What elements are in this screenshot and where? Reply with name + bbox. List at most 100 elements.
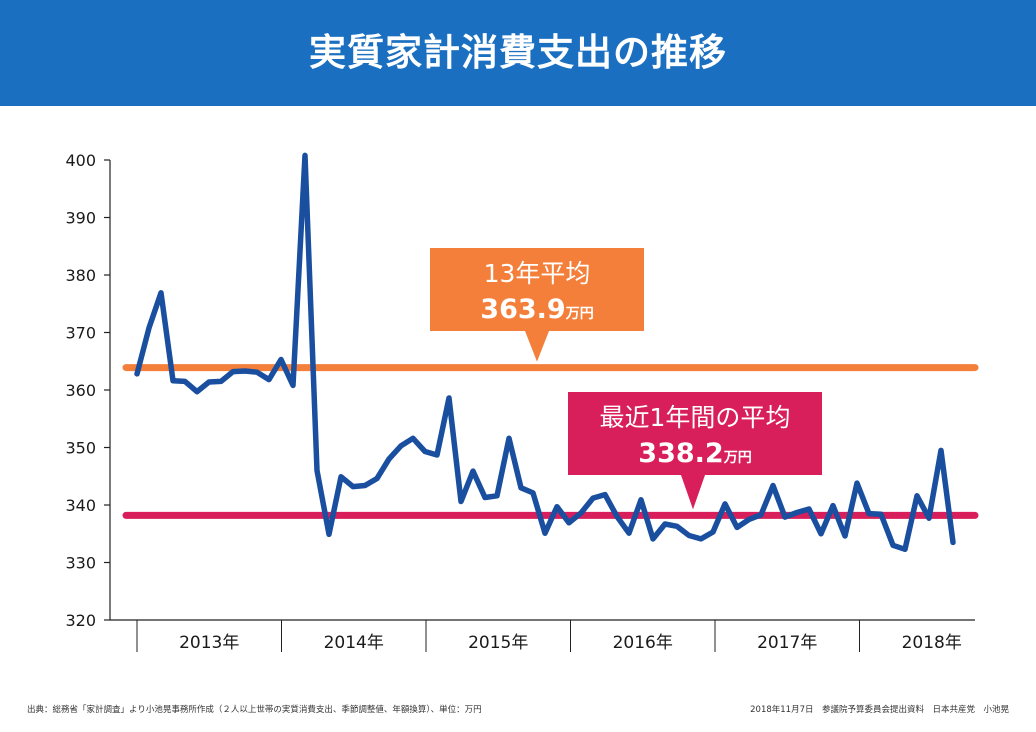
data-point [315,469,319,472]
data-point [915,494,919,498]
data-point [135,372,139,376]
average-lines [122,364,979,519]
data-point [351,485,355,489]
data-point [699,537,703,541]
data-point [843,534,847,538]
x-year-label: 2014年 [324,633,384,653]
callout-box [568,392,822,475]
data-point [855,481,859,485]
y-tick-label: 370 [65,324,96,343]
x-year-label: 2017年 [757,633,817,653]
data-point [399,444,403,448]
data-point [531,491,535,495]
source-note: 出典：総務省「家計調査」より小池晃事務所作成（２人以上世帯の実質消費支出、季節調… [27,705,482,715]
data-point [783,515,787,519]
data-point [435,453,439,457]
data-point [243,369,247,373]
y-tick-label: 400 [65,151,96,170]
page-title: 実質家計消費支出の推移 [309,31,727,74]
data-point [819,532,823,536]
data-point [579,511,583,515]
data-point [207,380,211,384]
callout-box [430,248,644,331]
data-point [423,450,427,454]
callout-label: 最近1年間の平均 [600,403,791,432]
data-point [891,543,895,547]
data-point [363,483,367,487]
callout-value-number: 338.2 [638,438,723,469]
data-point [831,504,835,508]
data-point [147,326,151,330]
x-year-label: 2018年 [902,633,962,653]
data-point [627,531,631,535]
y-tick-label: 320 [65,611,96,630]
callout-pointer [525,331,549,362]
data-point [231,370,235,374]
data-point [759,513,763,517]
series-line [134,152,956,553]
data-point [255,370,259,374]
callout-2013-average: 13年平均 363.9万円 [430,248,644,362]
y-tick-label: 390 [65,209,96,228]
presentation-note: 2018年11月7日 参議院予算委員会提出資料 日本共産党 小池晃 [750,705,1009,715]
data-point [615,515,619,518]
data-point [939,448,943,452]
data-point [711,530,715,534]
y-tick-label: 380 [65,266,96,285]
data-point [735,525,739,529]
y-tick-label: 340 [65,496,96,515]
data-point [279,358,283,362]
data-point [567,521,571,525]
x-year-label: 2016年 [613,633,673,653]
y-tick-label: 330 [65,554,96,573]
data-point [447,396,451,400]
chart-axes [109,160,975,621]
y-tick-labels: 320 330 340 350 360 370 380 390 400 [65,151,110,630]
data-point [387,457,391,461]
data-point [807,507,811,511]
data-point [555,505,559,509]
data-point [795,510,799,514]
data-point [507,436,511,440]
series-layer [134,152,956,553]
y-tick-label: 350 [65,439,96,458]
data-point [327,532,331,536]
data-point [267,378,271,382]
data-point [747,517,751,521]
data-point [651,537,655,541]
data-point [927,516,931,520]
header-banner: 実質家計消費支出の推移 [0,0,1036,106]
data-point [219,379,223,383]
data-point [675,524,679,528]
data-point [867,512,871,516]
callout-value-unit: 万円 [723,450,752,466]
data-point [303,153,307,157]
data-point [543,531,547,535]
data-point [411,436,415,440]
data-point [375,477,379,481]
x-year-labels: 2013年 2014年 2015年 2016年 2017年 2018年 [136,620,962,653]
data-point [687,533,691,537]
data-point [519,486,523,490]
callout-value: 363.9万円 [480,294,593,325]
data-point [903,547,907,551]
data-point [471,469,475,473]
data-point [171,379,175,383]
data-point [495,494,499,498]
data-point [291,383,295,387]
data-point [459,500,463,504]
callout-value: 338.2万円 [638,438,751,469]
y-tick-label: 360 [65,381,96,400]
data-point [771,483,775,487]
data-point [183,379,187,383]
data-point [339,475,343,479]
x-year-label: 2015年 [468,633,528,653]
callout-value-number: 363.9 [480,294,565,325]
data-point [639,498,643,502]
callout-label: 13年平均 [484,259,591,288]
callout-pointer [681,475,705,510]
data-point [591,496,595,500]
x-year-label: 2013年 [179,633,239,653]
